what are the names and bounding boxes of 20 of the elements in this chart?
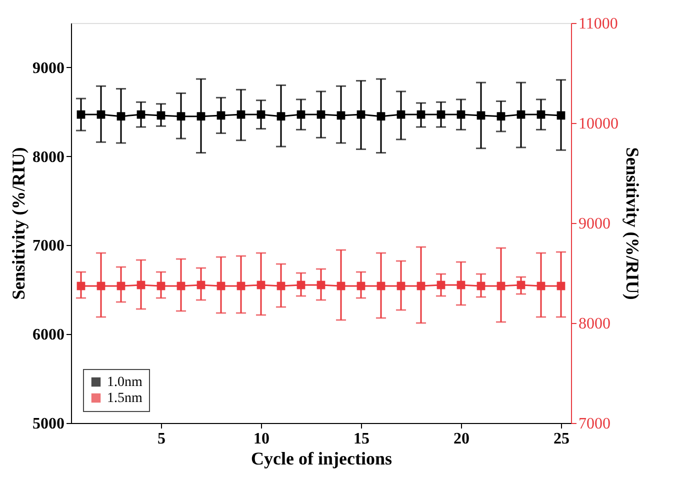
x-tick-label: 5 [158,430,166,448]
y2-tick-label: 9000 [578,216,610,232]
y2-axis-title: Sensitivity (%/RIU) [622,147,642,300]
x-tick-label: 25 [554,430,570,448]
y2-tick-label: 8000 [578,316,610,332]
y2-tick-label: 10000 [578,116,618,132]
y-tick-label: 8000 [32,148,64,166]
legend-label: 1.0nm [107,375,142,390]
y-tick-label: 5000 [32,416,64,432]
y2-tick-label: 7000 [578,416,610,432]
x-axis-title: Cycle of injections [251,448,392,468]
x-tick-label: 10 [254,430,270,448]
y-tick-label: 6000 [32,326,64,344]
y2-tick-label: 11000 [578,16,618,32]
y-tick-label: 7000 [32,238,64,255]
x-tick-label: 15 [354,430,370,448]
y-axis-title: Sensitivity (%/RIU) [8,147,28,300]
legend-label: 1.5nm [107,391,142,406]
x-tick-label: 20 [454,430,470,448]
y-tick-label: 9000 [32,60,64,77]
